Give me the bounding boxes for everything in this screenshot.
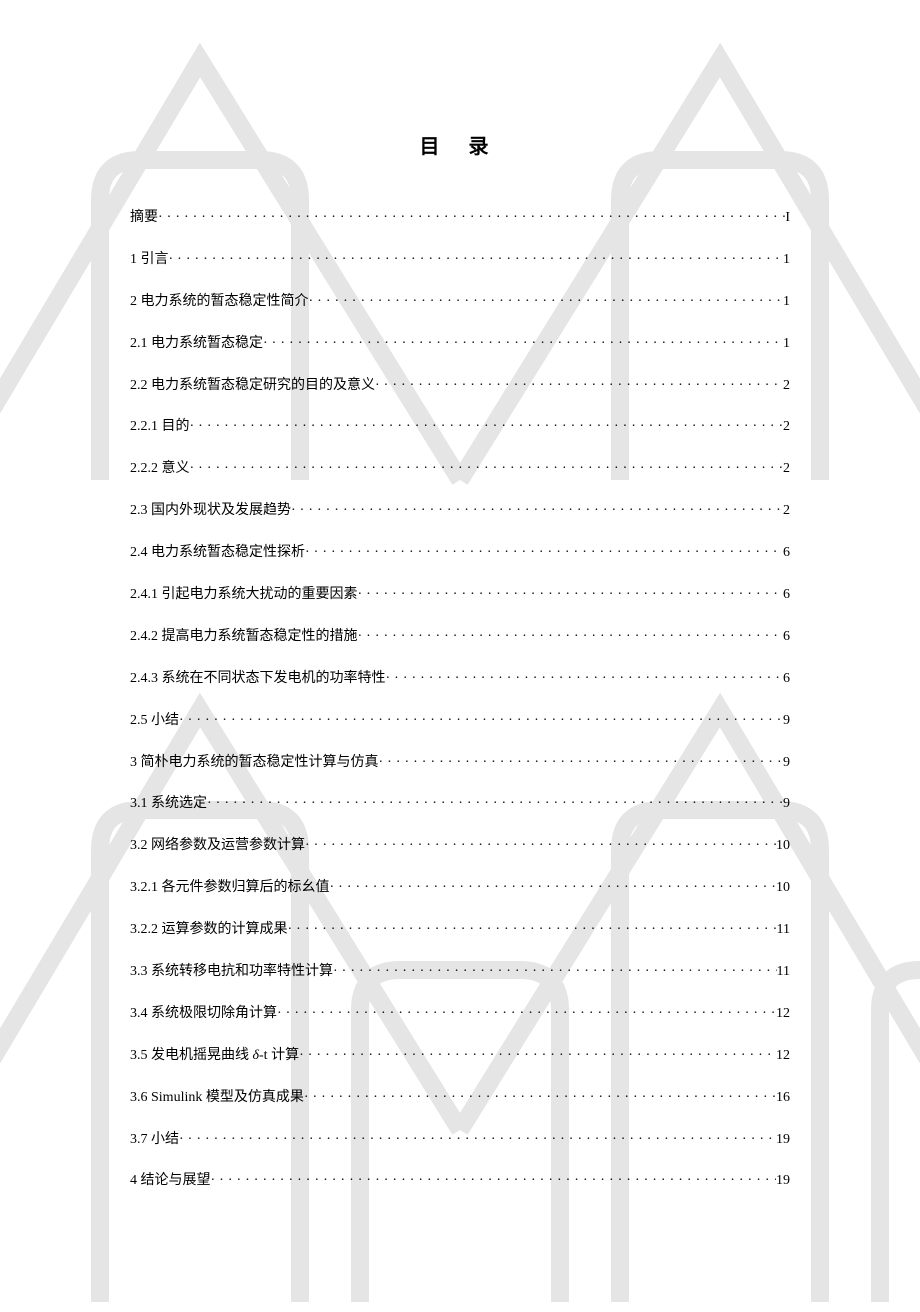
toc-item: 3.7 小结 19 <box>130 1129 790 1151</box>
toc-item: 2.5 小结 9 <box>130 710 790 732</box>
toc-dots <box>190 416 784 438</box>
toc-dots <box>358 626 784 648</box>
toc-label: 2.4.2 提高电力系统暂态稳定性的措施 <box>130 626 358 648</box>
toc-title: 目 录 <box>130 130 790 159</box>
toc-label: 3.6 Simulink 模型及仿真成果 <box>130 1087 304 1109</box>
toc-page: 1 <box>783 291 790 313</box>
toc-page: 11 <box>777 961 790 983</box>
toc-page: 9 <box>783 752 790 774</box>
toc-item: 3.3 系统转移电抗和功率特性计算 11 <box>130 961 790 983</box>
toc-label: 3.7 小结 <box>130 1129 179 1151</box>
toc-item: 摘要 I <box>130 207 790 229</box>
toc-dots <box>299 1045 776 1067</box>
toc-page: 6 <box>783 626 790 648</box>
toc-dots <box>211 1170 777 1192</box>
toc-dots <box>333 961 777 983</box>
toc-page: 6 <box>783 668 790 690</box>
toc-page: 2 <box>783 416 790 438</box>
toc-dots <box>386 668 784 690</box>
toc-item: 3.1 系统选定 9 <box>130 793 790 815</box>
toc-list: 摘要 I 1 引言 1 2 电力系统的暂态稳定性简介 1 2.1 电力系统暂态稳… <box>130 207 790 1193</box>
toc-label: 3.5 发电机摇晃曲线 δ-t 计算 <box>130 1045 299 1067</box>
toc-page: 10 <box>776 835 790 857</box>
toc-label: 2.4.1 引起电力系统大扰动的重要因素 <box>130 584 358 606</box>
toc-item: 3.2.1 各元件参数归算后的标幺值 10 <box>130 877 790 899</box>
toc-dots <box>291 500 783 522</box>
toc-dots <box>207 793 783 815</box>
toc-label: 4 结论与展望 <box>130 1170 211 1192</box>
toc-dots <box>158 207 785 229</box>
toc-item: 2.2.2 意义 2 <box>130 458 790 480</box>
toc-page: 19 <box>776 1129 790 1151</box>
toc-label: 2.3 国内外现状及发展趋势 <box>130 500 291 522</box>
toc-item: 3.5 发电机摇晃曲线 δ-t 计算 12 <box>130 1045 790 1067</box>
toc-label: 2.2.1 目的 <box>130 416 190 438</box>
toc-dots <box>277 1003 776 1025</box>
toc-page: 2 <box>783 375 790 397</box>
toc-dots <box>179 1129 776 1151</box>
toc-item: 2.1 电力系统暂态稳定 1 <box>130 333 790 355</box>
toc-page: 12 <box>776 1003 790 1025</box>
toc-label: 摘要 <box>130 207 158 229</box>
toc-page: 1 <box>783 249 790 271</box>
toc-item: 2.2.1 目的 2 <box>130 416 790 438</box>
toc-item: 3 简朴电力系统的暂态稳定性计算与仿真 9 <box>130 752 790 774</box>
toc-dots <box>305 542 783 564</box>
page-content: 目 录 摘要 I 1 引言 1 2 电力系统的暂态稳定性简介 1 2.1 电力系… <box>0 0 920 1312</box>
toc-dots <box>288 919 777 941</box>
toc-dots <box>179 710 783 732</box>
toc-item: 4 结论与展望 19 <box>130 1170 790 1192</box>
toc-dots <box>263 333 783 355</box>
toc-label: 3.2.1 各元件参数归算后的标幺值 <box>130 877 330 899</box>
toc-label: 2.5 小结 <box>130 710 179 732</box>
toc-item: 3.2.2 运算参数的计算成果 11 <box>130 919 790 941</box>
toc-dots <box>304 1087 776 1109</box>
toc-item: 2.4.1 引起电力系统大扰动的重要因素 6 <box>130 584 790 606</box>
toc-item: 3.2 网络参数及运营参数计算 10 <box>130 835 790 857</box>
toc-item: 2.3 国内外现状及发展趋势 2 <box>130 500 790 522</box>
toc-page: I <box>785 207 790 229</box>
toc-item: 1 引言 1 <box>130 249 790 271</box>
toc-label: 2.4 电力系统暂态稳定性探析 <box>130 542 305 564</box>
toc-dots <box>375 375 783 397</box>
toc-dots <box>379 752 784 774</box>
toc-label: 2.4.3 系统在不同状态下发电机的功率特性 <box>130 668 386 690</box>
toc-item: 3.6 Simulink 模型及仿真成果 16 <box>130 1087 790 1109</box>
toc-item: 2.4 电力系统暂态稳定性探析 6 <box>130 542 790 564</box>
toc-label: 1 引言 <box>130 249 169 271</box>
toc-page: 2 <box>783 458 790 480</box>
toc-page: 6 <box>783 542 790 564</box>
toc-page: 10 <box>776 877 790 899</box>
toc-label: 2 电力系统的暂态稳定性简介 <box>130 291 309 313</box>
toc-label: 3.2 网络参数及运营参数计算 <box>130 835 305 857</box>
toc-label: 2.1 电力系统暂态稳定 <box>130 333 263 355</box>
toc-dots <box>190 458 784 480</box>
toc-page: 11 <box>777 919 790 941</box>
toc-page: 19 <box>776 1170 790 1192</box>
toc-item: 2.4.3 系统在不同状态下发电机的功率特性 6 <box>130 668 790 690</box>
toc-label: 3.4 系统极限切除角计算 <box>130 1003 277 1025</box>
toc-label: 3.3 系统转移电抗和功率特性计算 <box>130 961 333 983</box>
toc-item: 2.4.2 提高电力系统暂态稳定性的措施 6 <box>130 626 790 648</box>
toc-dots <box>305 835 776 857</box>
toc-dots <box>169 249 784 271</box>
toc-page: 1 <box>783 333 790 355</box>
toc-page: 12 <box>776 1045 790 1067</box>
toc-page: 16 <box>776 1087 790 1109</box>
toc-page: 9 <box>783 710 790 732</box>
toc-page: 2 <box>783 500 790 522</box>
toc-label: 3 简朴电力系统的暂态稳定性计算与仿真 <box>130 752 379 774</box>
toc-page: 9 <box>783 793 790 815</box>
toc-label: 3.2.2 运算参数的计算成果 <box>130 919 288 941</box>
toc-label: 2.2 电力系统暂态稳定研究的目的及意义 <box>130 375 375 397</box>
toc-item: 2.2 电力系统暂态稳定研究的目的及意义 2 <box>130 375 790 397</box>
toc-item: 3.4 系统极限切除角计算 12 <box>130 1003 790 1025</box>
toc-item: 2 电力系统的暂态稳定性简介 1 <box>130 291 790 313</box>
toc-dots <box>358 584 784 606</box>
toc-label: 2.2.2 意义 <box>130 458 190 480</box>
toc-dots <box>330 877 777 899</box>
toc-label: 3.1 系统选定 <box>130 793 207 815</box>
toc-page: 6 <box>783 584 790 606</box>
toc-dots <box>309 291 784 313</box>
